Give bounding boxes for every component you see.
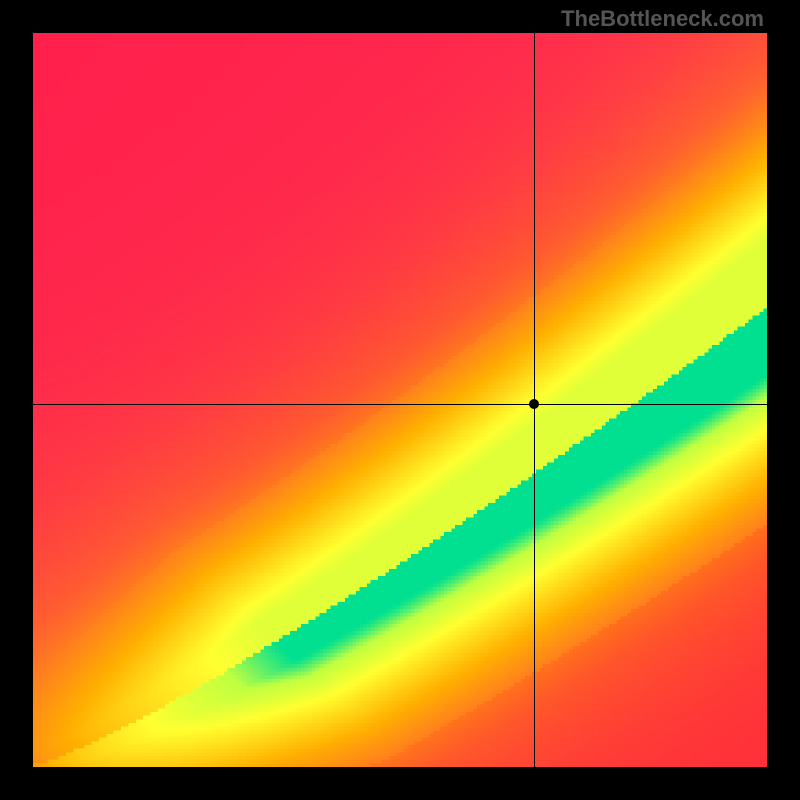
watermark-label: TheBottleneck.com xyxy=(561,6,764,32)
heatmap-canvas xyxy=(33,33,767,767)
chart-container: TheBottleneck.com xyxy=(0,0,800,800)
